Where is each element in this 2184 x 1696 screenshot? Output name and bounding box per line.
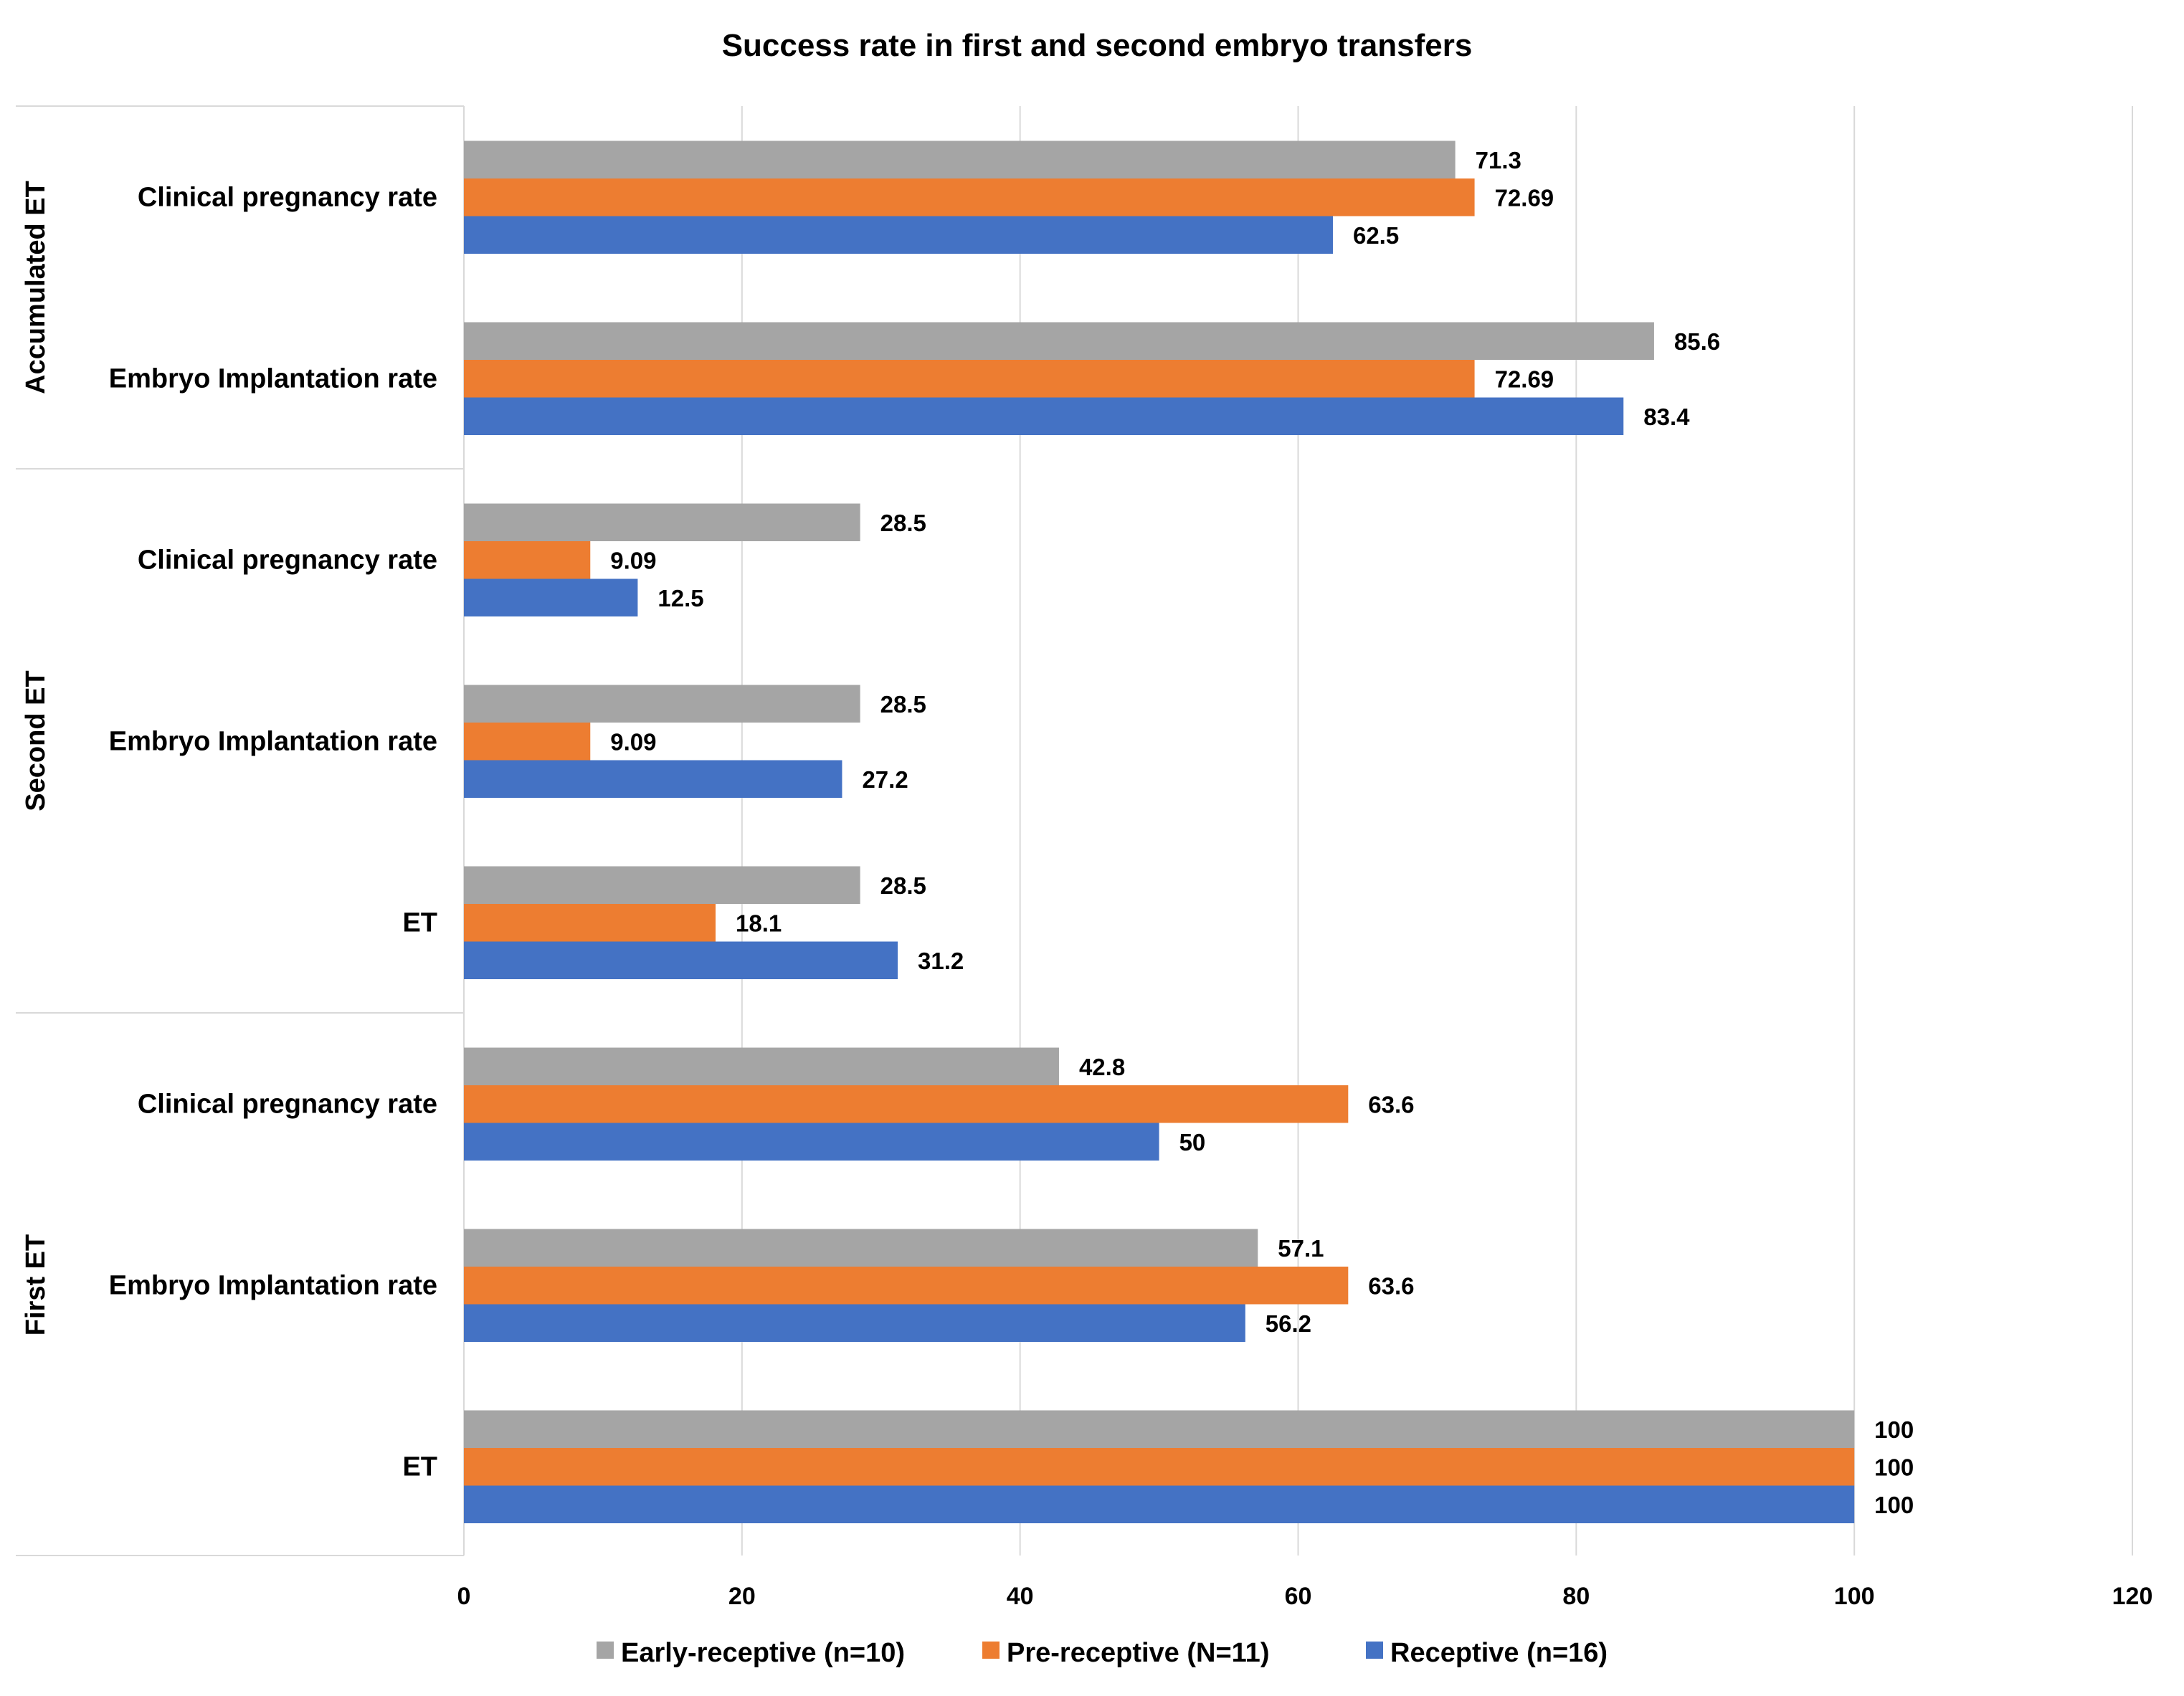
bar-early-receptive-n-10	[464, 1229, 1258, 1267]
data-label-early-receptive-n-10: 28.5	[880, 691, 926, 718]
bar-pre-receptive-n-11	[464, 1448, 1855, 1486]
x-tick-label-120: 120	[2112, 1583, 2153, 1610]
bars	[464, 140, 1855, 1523]
data-label-early-receptive-n-10: 28.5	[880, 872, 926, 899]
category-labels: Clinical pregnancy rate Embryo Implantati…	[109, 183, 437, 1482]
x-tick-label-60: 60	[1285, 1583, 1312, 1610]
data-label-receptive-n-16: 27.2	[862, 766, 908, 793]
data-label-pre-receptive-n-11: 100	[1874, 1454, 1914, 1480]
data-label-receptive-n-16: 12.5	[657, 585, 703, 611]
data-label-early-receptive-n-10: 71.3	[1476, 147, 1521, 173]
data-label-pre-receptive-n-11: 18.1	[736, 910, 782, 936]
bar-receptive-n-16	[464, 578, 638, 616]
bar-receptive-n-16	[464, 397, 1624, 435]
data-label-early-receptive-n-10: 57.1	[1278, 1235, 1324, 1262]
data-label-receptive-n-16: 62.5	[1353, 222, 1399, 249]
x-tick-label-80: 80	[1562, 1583, 1590, 1610]
data-label-early-receptive-n-10: 28.5	[880, 510, 926, 536]
category-label: ET	[402, 1452, 437, 1482]
bar-early-receptive-n-10	[464, 140, 1456, 178]
data-label-receptive-n-16: 50	[1179, 1129, 1206, 1156]
bar-receptive-n-16	[464, 760, 842, 798]
x-tick-label-40: 40	[1007, 1583, 1034, 1610]
bar-receptive-n-16	[464, 1304, 1245, 1342]
data-label-early-receptive-n-10: 100	[1874, 1416, 1914, 1443]
bar-pre-receptive-n-11	[464, 723, 591, 761]
legend-swatch-pre-receptive-n-11	[982, 1642, 1000, 1659]
group-label-second-et: Second ET	[21, 670, 51, 811]
bar-receptive-n-16	[464, 941, 898, 979]
legend-label-pre-receptive-n-11: Pre-receptive (N=11)	[1007, 1638, 1269, 1668]
data-labels: 71.372.6962.585.672.6983.428.59.0912.528…	[610, 147, 1914, 1518]
category-label: Clinical pregnancy rate	[138, 183, 437, 213]
bar-early-receptive-n-10	[464, 685, 860, 723]
bar-pre-receptive-n-11	[464, 1085, 1349, 1123]
bar-early-receptive-n-10	[464, 1410, 1855, 1448]
bar-pre-receptive-n-11	[464, 904, 716, 942]
data-label-receptive-n-16: 56.2	[1266, 1310, 1311, 1337]
bar-receptive-n-16	[464, 1485, 1855, 1523]
bar-early-receptive-n-10	[464, 1047, 1059, 1085]
data-label-receptive-n-16: 83.4	[1643, 404, 1690, 430]
bar-early-receptive-n-10	[464, 866, 860, 904]
bar-early-receptive-n-10	[464, 322, 1654, 360]
group-label-accumulated-et: Accumulated ET	[21, 181, 51, 394]
data-label-pre-receptive-n-11: 72.69	[1495, 184, 1554, 211]
bar-early-receptive-n-10	[464, 503, 860, 541]
legend: Early-receptive (n=10) Pre-receptive (N=1…	[597, 1638, 1608, 1668]
category-label: ET	[402, 908, 437, 938]
x-tick-label-0: 0	[457, 1583, 471, 1610]
bar-pre-receptive-n-11	[464, 360, 1475, 398]
category-label: Embryo Implantation rate	[109, 1271, 437, 1301]
category-label: Embryo Implantation rate	[109, 364, 437, 394]
data-label-pre-receptive-n-11: 63.6	[1368, 1091, 1414, 1118]
group-labels: Accumulated ET Second ET First ET	[21, 181, 51, 1335]
category-label: Clinical pregnancy rate	[138, 1090, 437, 1120]
x-axis-tick-labels: 0 20 40 60 80 100 120	[457, 1583, 2153, 1610]
data-label-pre-receptive-n-11: 9.09	[610, 547, 656, 573]
category-group-frame	[16, 105, 465, 1556]
chart-title: Success rate in first and second embryo …	[722, 28, 1473, 63]
x-tick-label-20: 20	[728, 1583, 756, 1610]
legend-swatch-receptive-n-16	[1366, 1642, 1383, 1659]
category-label: Clinical pregnancy rate	[138, 546, 437, 576]
data-label-early-receptive-n-10: 42.8	[1079, 1054, 1125, 1080]
data-label-pre-receptive-n-11: 9.09	[610, 728, 656, 755]
bar-pre-receptive-n-11	[464, 541, 591, 579]
legend-label-early-receptive-n-10: Early-receptive (n=10)	[621, 1638, 905, 1668]
bar-pre-receptive-n-11	[464, 1267, 1349, 1305]
category-label: Embryo Implantation rate	[109, 727, 437, 757]
data-label-receptive-n-16: 31.2	[918, 948, 964, 974]
bar-receptive-n-16	[464, 1123, 1159, 1161]
group-label-first-et: First ET	[21, 1234, 51, 1335]
x-tick-label-100: 100	[1834, 1583, 1875, 1610]
data-label-pre-receptive-n-11: 72.69	[1495, 366, 1554, 392]
legend-label-receptive-n-16: Receptive (n=16)	[1390, 1638, 1608, 1668]
data-label-early-receptive-n-10: 85.6	[1674, 328, 1720, 355]
data-label-receptive-n-16: 100	[1874, 1492, 1914, 1518]
legend-swatch-early-receptive-n-10	[597, 1642, 614, 1659]
data-label-pre-receptive-n-11: 63.6	[1368, 1272, 1414, 1299]
bar-receptive-n-16	[464, 216, 1333, 254]
bar-pre-receptive-n-11	[464, 178, 1475, 216]
